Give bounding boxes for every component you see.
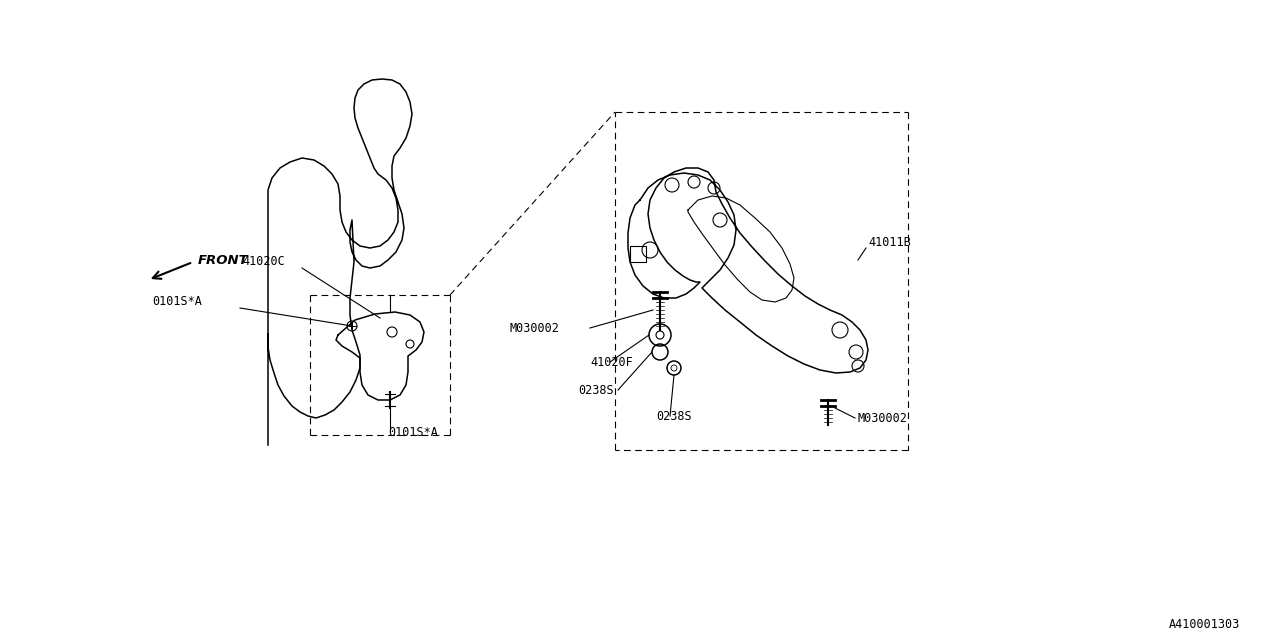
Text: M030002: M030002 xyxy=(858,412,908,425)
Text: A410001303: A410001303 xyxy=(1169,618,1240,631)
Text: 0238S: 0238S xyxy=(657,410,691,423)
Text: 0238S: 0238S xyxy=(579,384,613,397)
Text: FRONT: FRONT xyxy=(198,253,248,266)
Text: 0101S*A: 0101S*A xyxy=(388,426,438,439)
Text: M030002: M030002 xyxy=(509,322,559,335)
Text: 41020C: 41020C xyxy=(242,255,284,268)
Text: 41011B: 41011B xyxy=(868,236,911,249)
Text: 41020F: 41020F xyxy=(590,356,632,369)
Text: 0101S*A: 0101S*A xyxy=(152,295,202,308)
Bar xyxy=(630,246,646,262)
